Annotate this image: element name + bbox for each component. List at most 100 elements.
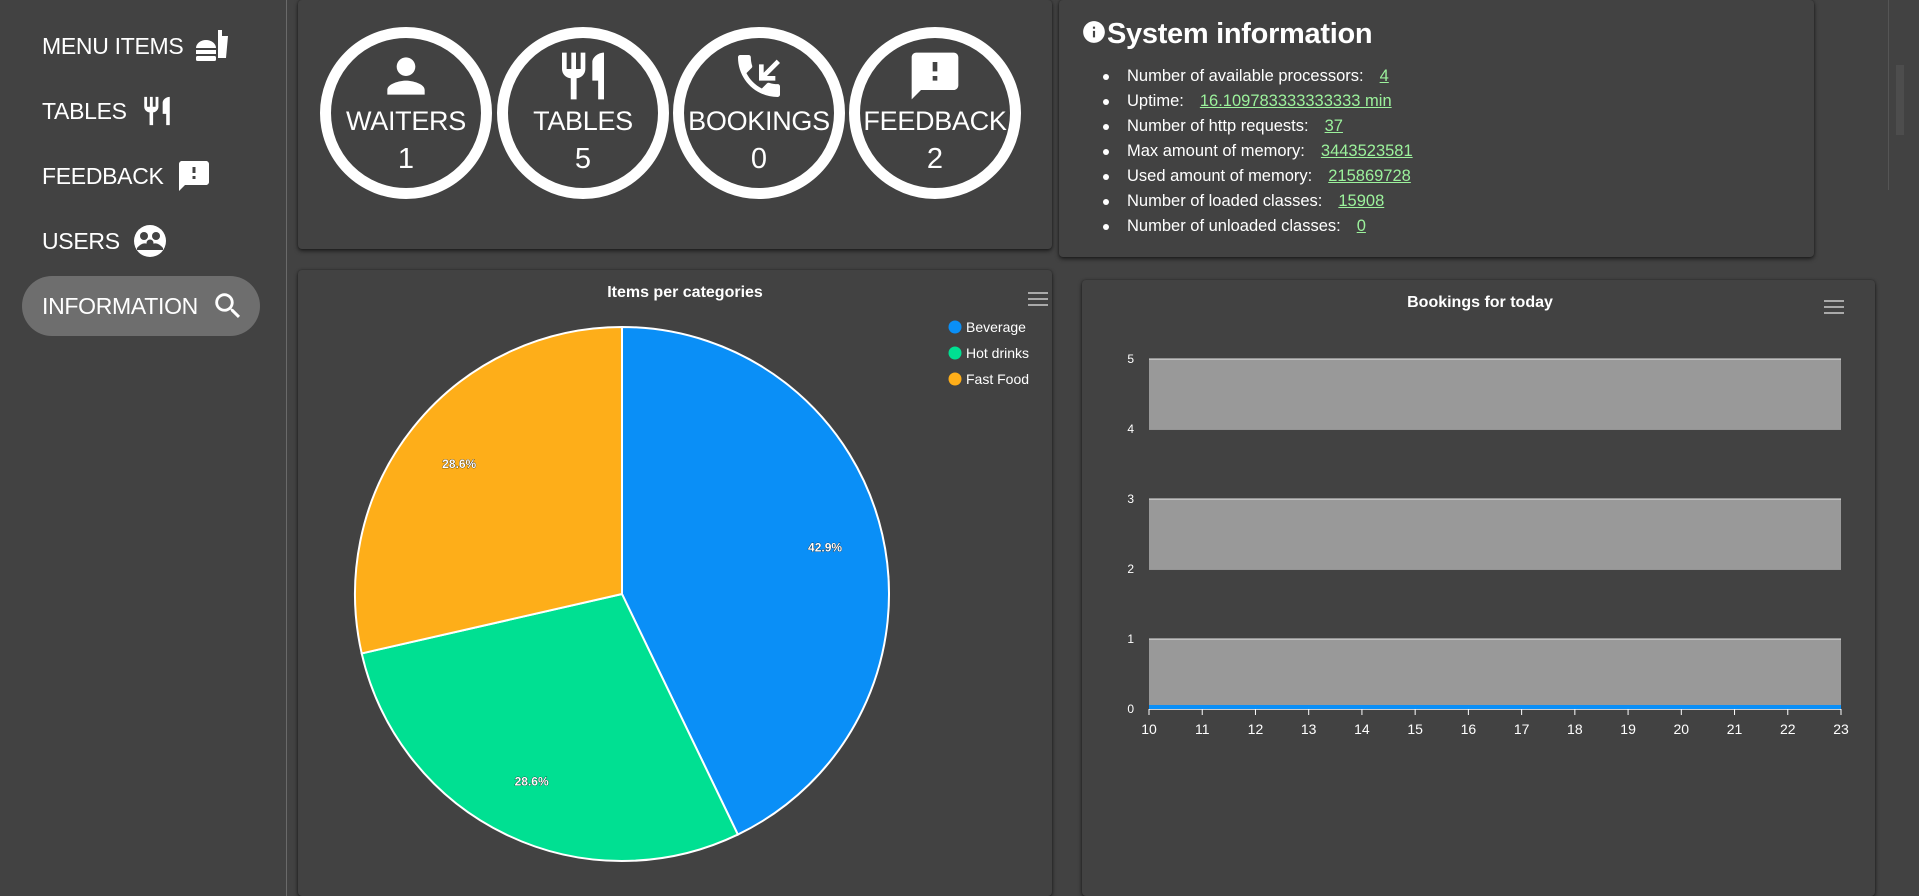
x-tick-label: 18 [1567,721,1583,737]
person-icon [378,48,434,104]
pie-slice-beverage[interactable] [621,325,890,836]
series-baseline [1149,705,1841,709]
sidebar-item-menu-items[interactable]: MENU ITEMS [22,16,260,76]
restaurant-icon [137,91,177,131]
y-tick-label: 5 [1127,352,1134,366]
info-value[interactable]: 4 [1379,67,1389,85]
x-tick-label: 23 [1833,721,1849,737]
restaurant-icon [555,48,611,104]
chart-title: Items per categories [607,284,763,301]
x-tick-label: 17 [1514,721,1530,737]
y-tick-label: 3 [1127,492,1134,506]
stat-value: 2 [926,143,944,175]
y-tick-label: 0 [1127,702,1134,716]
scrollbar-thumb[interactable] [1896,65,1904,135]
list-item: Number of loaded classes: 15908 [1127,189,1413,214]
sidebar-item-users[interactable]: USERS [22,211,260,271]
legend-marker [948,320,962,334]
stat-value: 1 [397,143,415,175]
grid-band [1149,499,1841,569]
stat-feedback: FEEDBACK 2 [849,27,1021,199]
info-key: Used amount of memory: [1127,167,1313,185]
system-info-title: System information [1107,18,1373,50]
stat-tables: TABLES 5 [497,27,669,199]
stats-card: WAITERS 1 TABLES 5 BOOKINGS 0 FEEDBACK 2 [298,0,1052,249]
x-tick-label: 19 [1620,721,1636,737]
x-tick-label: 16 [1461,721,1477,737]
sidebar-item-label: TABLES [42,97,127,124]
grid-band [1149,359,1841,429]
y-tick-label: 1 [1127,632,1134,646]
sidebar-item-tables[interactable]: TABLES [22,81,260,141]
sidebar-item-information[interactable]: INFORMATION [22,276,260,336]
y-tick-label: 4 [1127,422,1134,436]
legend-item[interactable]: Fast Food [948,371,1030,387]
sidebar-item-label: USERS [42,227,120,254]
list-item: Max amount of memory: 3443523581 [1127,139,1413,164]
stat-label: BOOKINGS [688,106,830,136]
x-tick-label: 15 [1407,721,1423,737]
x-tick-label: 12 [1248,721,1264,737]
legend-label: Hot drinks [966,345,1029,361]
pie-chart-card: Items per categories 42.9% 28.6% 28.6% Bev… [298,270,1052,896]
list-item: Uptime: 16.109783333333333 min [1127,89,1413,114]
x-tick-label: 11 [1195,721,1210,737]
search-icon [208,286,248,326]
stat-label: FEEDBACK [863,106,1007,136]
scrollbar-track[interactable] [1888,0,1904,190]
chart-title: Bookings for today [1407,294,1553,311]
data-label: 42.9% [808,541,842,555]
info-value[interactable]: 3443523581 [1320,142,1413,160]
sidebar-item-label: FEEDBACK [42,162,164,189]
system-info-list: Number of available processors: 4 Uptime:… [1127,64,1413,239]
y-tick-label: 2 [1127,562,1134,576]
system-info-header: System information [1081,18,1373,51]
pie-chart: Items per categories 42.9% 28.6% 28.6% Bev… [354,284,1030,863]
info-value[interactable]: 15908 [1338,192,1385,210]
sidebar-item-label: INFORMATION [42,292,198,319]
x-tick-label: 22 [1780,721,1796,737]
list-item: Number of available processors: 4 [1127,64,1413,89]
x-tick-label: 20 [1674,721,1690,737]
stat-waiters: WAITERS 1 [320,27,492,199]
info-value[interactable]: 16.109783333333333 min [1199,92,1392,110]
fastfood-icon [193,26,233,66]
info-key: Number of unloaded classes: [1127,217,1341,235]
info-key: Max amount of memory: [1127,142,1305,160]
info-value[interactable]: 0 [1356,217,1366,235]
stat-label: TABLES [533,106,633,136]
sidebar-item-feedback[interactable]: FEEDBACK [22,146,260,206]
list-item: Number of http requests: 37 [1127,114,1413,139]
system-info-card: System information Number of available p… [1059,0,1814,257]
info-key: Uptime: [1127,92,1184,110]
info-key: Number of loaded classes: [1127,192,1323,210]
sidebar: MENU ITEMS TABLES FEEDBACK USERS INFORMA… [0,0,287,896]
pie-slice-fast-food[interactable] [354,325,623,655]
stat-label: WAITERS [346,106,466,136]
x-tick-label: 21 [1727,721,1743,737]
data-label: 28.6% [515,775,549,789]
x-tick-label: 10 [1141,721,1157,737]
legend-marker [948,346,962,360]
legend-item[interactable]: Hot drinks [948,345,1030,361]
info-value[interactable]: 215869728 [1328,167,1411,185]
pie-slice-hot-drinks[interactable] [360,592,740,863]
info-value[interactable]: 37 [1324,117,1343,135]
legend-label: Beverage [966,319,1026,335]
stat-value: 0 [750,143,768,175]
list-item: Number of unloaded classes: 0 [1127,214,1413,239]
info-icon [1081,19,1107,50]
legend-label: Fast Food [966,371,1029,387]
sidebar-nav: MENU ITEMS TABLES FEEDBACK USERS INFORMA… [22,16,260,341]
x-tick-label: 13 [1301,721,1317,737]
info-key: Number of available processors: [1127,67,1364,85]
legend-marker [948,372,962,386]
chart-menu-icon[interactable] [1028,292,1048,306]
grid-band [1149,639,1841,709]
legend-item[interactable]: Beverage [948,319,1027,335]
feedback-icon [907,48,963,104]
chart-menu-icon[interactable] [1824,300,1844,314]
list-item: Used amount of memory: 215869728 [1127,164,1413,189]
